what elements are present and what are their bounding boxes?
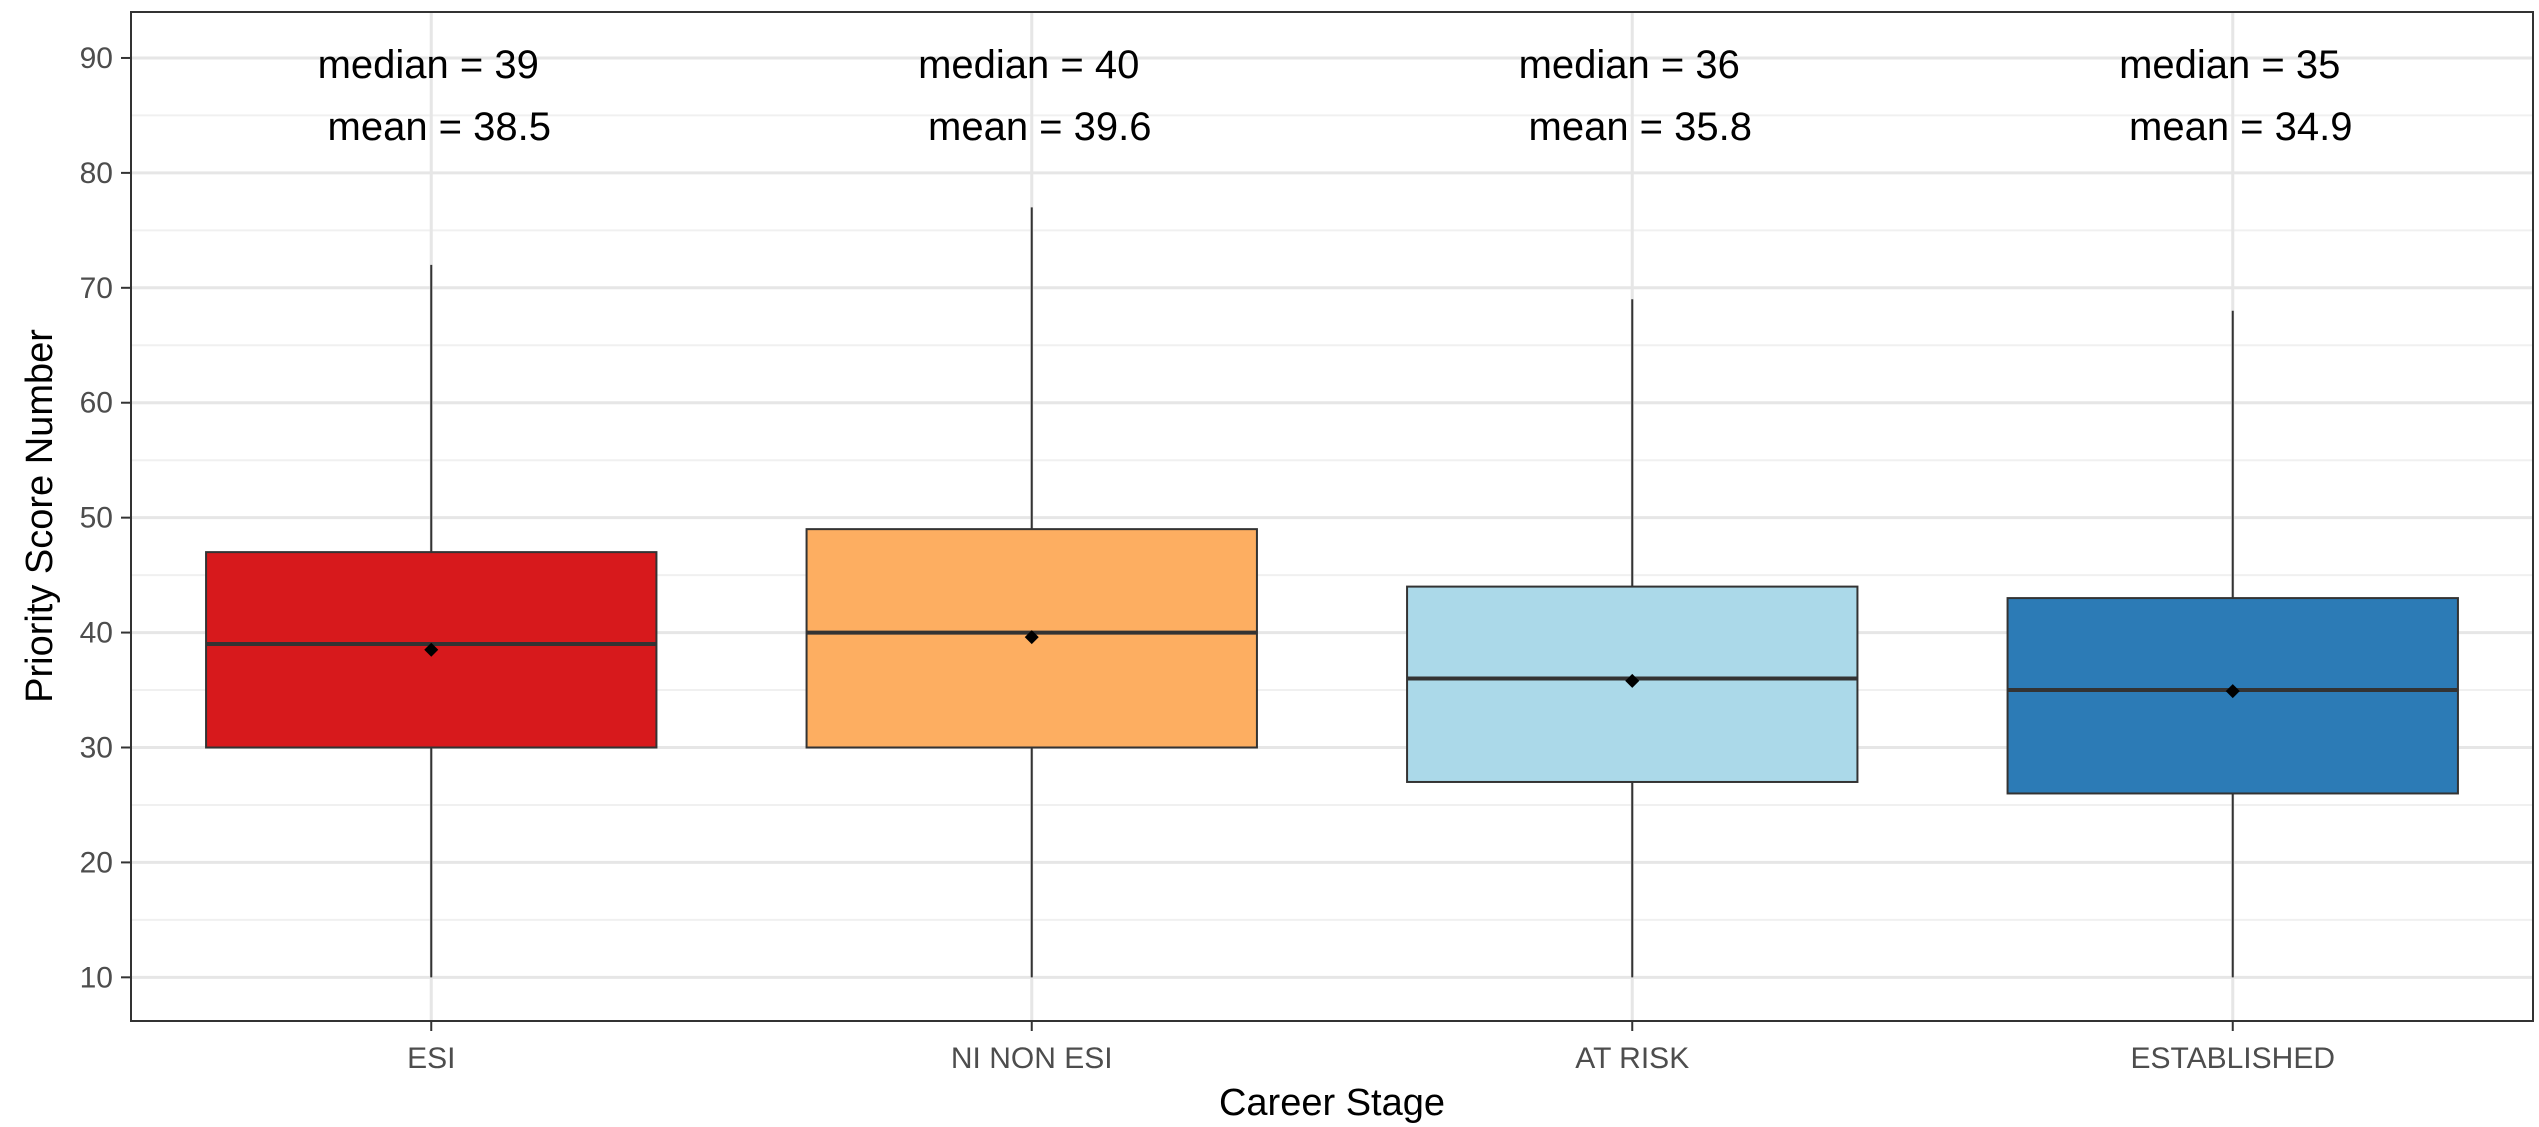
x-axis-title: Career Stage xyxy=(1219,1082,1445,1124)
y-tick-label: 60 xyxy=(80,387,113,420)
x-tick-label: NI NON ESI xyxy=(951,1042,1113,1075)
median-annotation: median = 35 xyxy=(2119,43,2340,87)
y-tick-label: 80 xyxy=(80,157,113,190)
mean-annotation: mean = 39.6 xyxy=(928,105,1152,149)
y-axis-title: Priority Score Number xyxy=(19,329,61,703)
box-established xyxy=(2006,310,2459,978)
x-axis: ESI NI NON ESI AT RISK ESTABLISHED xyxy=(407,1021,2335,1075)
y-tick-label: 50 xyxy=(80,502,113,535)
y-tick-label: 40 xyxy=(80,617,113,650)
y-axis: 10 20 30 40 50 60 70 80 90 xyxy=(80,42,131,994)
y-tick-label: 70 xyxy=(80,272,113,305)
mean-point xyxy=(1625,673,1640,688)
y-tick-label: 20 xyxy=(80,846,113,879)
mean-annotation: mean = 38.5 xyxy=(328,105,552,149)
mean-annotation: mean = 34.9 xyxy=(2129,105,2353,149)
boxes-group xyxy=(205,207,2459,978)
median-annotation: median = 36 xyxy=(1519,43,1740,87)
x-tick-label: ESI xyxy=(407,1042,455,1075)
mean-point xyxy=(2225,684,2240,699)
x-tick-label: ESTABLISHED xyxy=(2130,1042,2335,1075)
x-tick-label: AT RISK xyxy=(1575,1042,1689,1075)
y-tick-label: 30 xyxy=(80,731,113,764)
median-annotation: median = 40 xyxy=(918,43,1139,87)
median-annotation: median = 39 xyxy=(318,43,539,87)
mean-point xyxy=(424,642,439,657)
box-at-risk xyxy=(1406,299,1859,978)
box-esi xyxy=(205,264,658,978)
plot-panel-border xyxy=(130,11,2534,1022)
mean-point xyxy=(1024,630,1039,645)
box-ni-non-esi xyxy=(805,207,1258,978)
y-tick-label: 90 xyxy=(80,42,113,75)
y-tick-label: 10 xyxy=(80,961,113,994)
mean-annotation: mean = 35.8 xyxy=(1529,105,1753,149)
annotations-group: median = 39 mean = 38.5 median = 40 mean = … xyxy=(318,43,2353,149)
